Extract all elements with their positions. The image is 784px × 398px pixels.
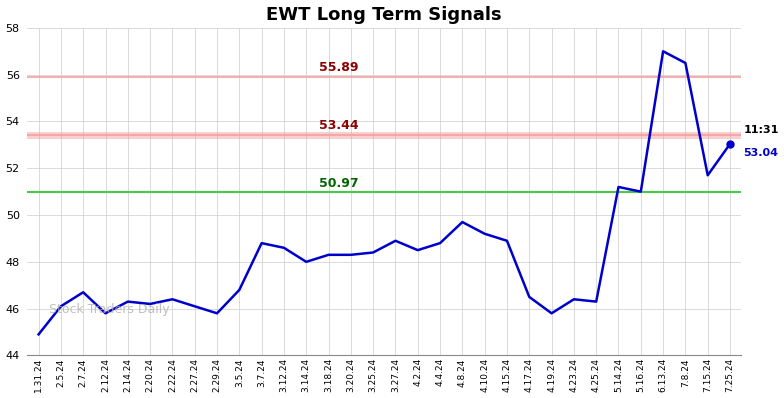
Title: EWT Long Term Signals: EWT Long Term Signals (267, 6, 502, 23)
Point (724, 141, 736, 147)
Text: 53.04: 53.04 (743, 148, 779, 158)
Text: 11:31: 11:31 (743, 125, 779, 135)
Text: 53.44: 53.44 (318, 119, 358, 132)
Text: Stock Traders Daily: Stock Traders Daily (49, 303, 169, 316)
Text: 55.89: 55.89 (318, 61, 358, 74)
Text: 50.97: 50.97 (318, 177, 358, 189)
